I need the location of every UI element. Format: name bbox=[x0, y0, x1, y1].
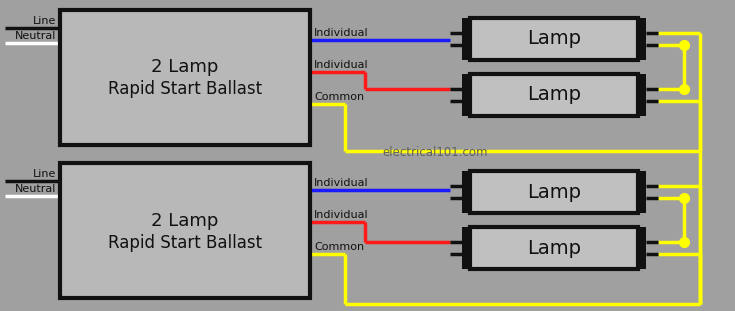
Text: Lamp: Lamp bbox=[527, 86, 581, 104]
Bar bbox=[638, 18, 646, 60]
Bar bbox=[462, 171, 470, 213]
Text: Common: Common bbox=[314, 242, 364, 252]
Text: Individual: Individual bbox=[314, 28, 369, 38]
Bar bbox=[638, 171, 646, 213]
Text: Rapid Start Ballast: Rapid Start Ballast bbox=[108, 234, 262, 252]
Text: Neutral: Neutral bbox=[15, 31, 56, 41]
Text: 2 Lamp: 2 Lamp bbox=[151, 211, 219, 230]
Text: Rapid Start Ballast: Rapid Start Ballast bbox=[108, 81, 262, 99]
Bar bbox=[470, 18, 638, 60]
Bar bbox=[470, 74, 638, 116]
Text: Line: Line bbox=[32, 16, 56, 26]
Bar bbox=[60, 10, 310, 145]
Text: Line: Line bbox=[32, 169, 56, 179]
Text: Individual: Individual bbox=[314, 178, 369, 188]
Bar bbox=[470, 171, 638, 213]
Text: Lamp: Lamp bbox=[527, 30, 581, 49]
Bar bbox=[462, 18, 470, 60]
Text: electrical101.com: electrical101.com bbox=[382, 146, 488, 160]
Text: Neutral: Neutral bbox=[15, 184, 56, 194]
Text: Lamp: Lamp bbox=[527, 239, 581, 258]
Bar bbox=[470, 227, 638, 269]
Text: Individual: Individual bbox=[314, 60, 369, 70]
Bar bbox=[60, 163, 310, 298]
Text: Lamp: Lamp bbox=[527, 183, 581, 202]
Text: 2 Lamp: 2 Lamp bbox=[151, 58, 219, 77]
Bar bbox=[638, 74, 646, 116]
Bar bbox=[462, 227, 470, 269]
Text: Individual: Individual bbox=[314, 210, 369, 220]
Text: Common: Common bbox=[314, 92, 364, 102]
Bar bbox=[638, 227, 646, 269]
Bar bbox=[462, 74, 470, 116]
